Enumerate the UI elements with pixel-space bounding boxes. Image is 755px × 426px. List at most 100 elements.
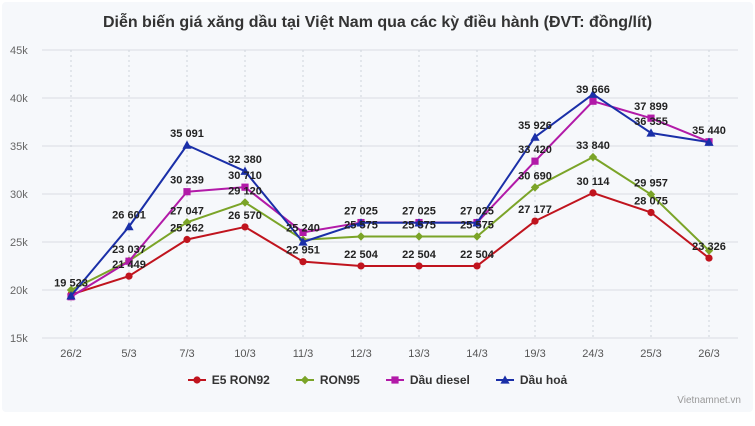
legend-marker-shape bbox=[500, 375, 510, 384]
point-dau-hoa bbox=[66, 291, 76, 300]
x-tick-label: 7/3 bbox=[179, 348, 194, 360]
x-tick-label: 25/3 bbox=[640, 348, 661, 360]
data-label-e5-ron92: 22 951 bbox=[286, 245, 320, 257]
y-tick-label: 35k bbox=[10, 141, 28, 153]
x-tick-label: 26/2 bbox=[60, 348, 81, 360]
legend-marker bbox=[300, 375, 310, 385]
point-e5-ron92 bbox=[125, 272, 133, 280]
data-label-ron95: 23 037 bbox=[112, 244, 146, 256]
legend-item[interactable]: Dầu hoả bbox=[495, 373, 568, 387]
data-label-ron95: 25 575 bbox=[460, 219, 494, 231]
point-e5-ron92 bbox=[415, 262, 423, 270]
x-tick-label: 12/3 bbox=[350, 348, 371, 360]
legend: E5 RON92 RON95 Dầu diesel Dầu hoả bbox=[2, 373, 753, 387]
legend-marker-icon bbox=[495, 375, 514, 385]
data-label-ron95: 33 840 bbox=[576, 140, 610, 152]
data-label-e5-ron92: 30 114 bbox=[576, 176, 610, 188]
point-e5-ron92 bbox=[531, 217, 539, 225]
y-tick-label: 15k bbox=[10, 333, 28, 345]
data-label-e5-ron92: 22 504 bbox=[460, 249, 495, 261]
grid-lines bbox=[42, 49, 738, 339]
legend-item[interactable]: E5 RON92 bbox=[187, 373, 270, 387]
x-tick-label: 24/3 bbox=[582, 348, 603, 360]
point-dau-hoa bbox=[704, 137, 714, 146]
point-dau-hoa bbox=[240, 166, 250, 175]
y-tick-label: 45k bbox=[10, 45, 28, 57]
point-ron95 bbox=[588, 152, 598, 162]
series-line-ron95 bbox=[70, 156, 710, 291]
data-label-e5-ron92: 21 449 bbox=[112, 259, 146, 271]
data-label-ron95: 27 047 bbox=[170, 205, 204, 217]
data-label-dau-hoa: 35 926 bbox=[518, 120, 552, 132]
data-label-e5-ron92: 22 504 bbox=[402, 249, 437, 261]
data-label-dau-diesel: 30 239 bbox=[170, 175, 204, 187]
legend-marker-icon bbox=[187, 375, 206, 385]
line-chart: 15k 20k 25k 30k 35k 40k 45k 26/2 5/3 7/3 10/3 11/3 1… bbox=[10, 45, 738, 360]
x-tick-label: 11/3 bbox=[293, 348, 314, 360]
point-dau-diesel bbox=[125, 257, 133, 265]
point-ron95 bbox=[414, 232, 424, 241]
data-label-dau-hoa: 36 355 bbox=[634, 116, 668, 128]
data-label-ron95: 25 575 bbox=[402, 219, 436, 231]
series-line-e5-ron92 bbox=[70, 191, 710, 296]
x-tick-label: 26/3 bbox=[698, 348, 719, 360]
point-dau-diesel bbox=[589, 97, 597, 105]
data-label-dau-hoa: 32 380 bbox=[228, 154, 262, 166]
legend-label: Dầu hoả bbox=[519, 373, 568, 387]
data-label-dau-diesel: 37 899 bbox=[634, 101, 668, 113]
chart-container: Diễn biến giá xăng dầu tại Việt Nam qua … bbox=[2, 2, 753, 412]
point-ron95 bbox=[472, 232, 482, 241]
legend-label: E5 RON92 bbox=[211, 373, 270, 387]
y-tick-label: 40k bbox=[10, 93, 28, 105]
data-label-e5-ron92: 23 326 bbox=[692, 241, 726, 253]
point-e5-ron92 bbox=[299, 258, 307, 266]
legend-label: RON95 bbox=[319, 373, 360, 387]
data-label-e5-ron92: 19 523 bbox=[54, 278, 88, 290]
data-label-ron95: 29 120 bbox=[228, 185, 262, 197]
watermark: Vietnamnet.vn bbox=[677, 395, 741, 406]
data-label-dau-diesel: 27 025 bbox=[402, 206, 436, 218]
point-ron95 bbox=[240, 198, 250, 207]
legend-item[interactable]: RON95 bbox=[295, 373, 360, 387]
point-ron95 bbox=[530, 183, 540, 192]
point-dau-diesel bbox=[299, 228, 307, 236]
point-dau-hoa bbox=[414, 218, 424, 227]
point-dau-hoa bbox=[646, 128, 656, 137]
data-label-dau-diesel: 33 420 bbox=[518, 144, 552, 156]
point-dau-hoa bbox=[298, 237, 308, 246]
point-e5-ron92 bbox=[705, 254, 713, 262]
point-e5-ron92 bbox=[647, 208, 655, 217]
point-ron95 bbox=[646, 190, 656, 199]
point-dau-hoa bbox=[588, 89, 598, 98]
x-tick-label: 10/3 bbox=[234, 348, 255, 360]
legend-marker bbox=[391, 376, 399, 384]
point-ron95 bbox=[704, 246, 714, 255]
legend-marker bbox=[500, 375, 510, 384]
axis-labels: 15k 20k 25k 30k 35k 40k 45k 26/2 5/3 7/3 10/3 11/3 1… bbox=[10, 45, 720, 360]
legend-item[interactable]: Dầu diesel bbox=[385, 373, 470, 387]
x-tick-label: 5/3 bbox=[121, 348, 136, 360]
data-label-dau-diesel: 39 666 bbox=[576, 84, 610, 96]
data-label-dau-hoa: 35 091 bbox=[170, 128, 204, 140]
y-tick-label: 20k bbox=[10, 285, 28, 297]
data-label-e5-ron92: 22 504 bbox=[344, 249, 379, 261]
chart-title: Diễn biến giá xăng dầu tại Việt Nam qua … bbox=[102, 14, 653, 31]
data-label-ron95: 30 690 bbox=[518, 170, 552, 182]
data-label-ron95: 25 240 bbox=[286, 223, 320, 235]
legend-marker-icon bbox=[385, 375, 404, 385]
legend-marker-shape bbox=[391, 376, 399, 384]
point-dau-hoa bbox=[472, 218, 482, 227]
series-line-dau-hoa bbox=[70, 93, 710, 297]
data-label-e5-ron92: 28 075 bbox=[634, 195, 668, 207]
point-e5-ron92 bbox=[473, 262, 481, 270]
data-label-e5-ron92: 25 262 bbox=[170, 222, 204, 234]
data-label-dau-diesel: 27 025 bbox=[344, 206, 378, 218]
x-tick-label: 19/3 bbox=[524, 348, 545, 360]
data-labels: 19 523 21 449 25 262 26 570 22 951 22 504 22 5… bbox=[54, 84, 726, 289]
x-tick-label: 14/3 bbox=[466, 348, 487, 360]
x-tick-label: 13/3 bbox=[408, 348, 429, 360]
legend-marker bbox=[193, 376, 201, 384]
point-dau-diesel bbox=[241, 183, 249, 191]
data-label-e5-ron92: 27 177 bbox=[518, 204, 552, 216]
point-dau-diesel bbox=[183, 188, 191, 196]
